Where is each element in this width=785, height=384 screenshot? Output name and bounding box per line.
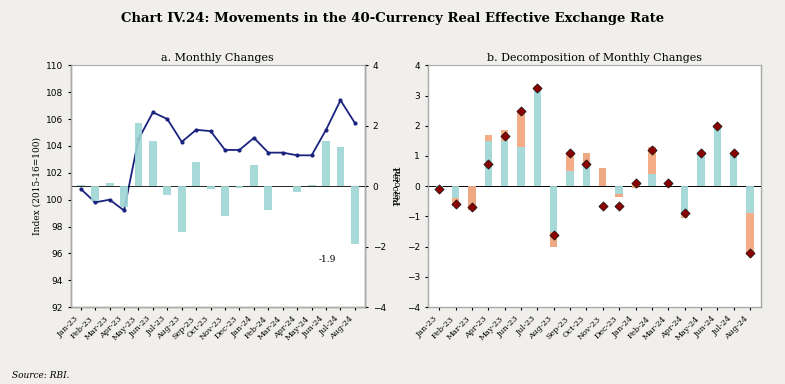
Change in REER — [630, 180, 642, 186]
Change in REER — [482, 161, 495, 167]
Change in REER — [662, 180, 674, 186]
Bar — [648, 147, 655, 174]
Bar — [517, 111, 524, 147]
Bar — [149, 141, 157, 186]
Bar — [730, 153, 737, 186]
Change in REER — [531, 85, 544, 91]
Change in REER — [466, 204, 478, 210]
Bar — [697, 153, 705, 186]
Change in REER — [678, 210, 691, 217]
Bar — [77, 185, 85, 186]
Bar — [134, 123, 142, 186]
Bar — [501, 141, 509, 186]
Title: a. Monthly Changes: a. Monthly Changes — [162, 53, 274, 63]
Bar — [582, 153, 590, 186]
Change in REER — [613, 203, 626, 209]
Bar — [648, 174, 655, 186]
Bar — [337, 147, 345, 186]
Bar — [484, 135, 492, 141]
Bar — [714, 126, 721, 127]
Bar — [120, 186, 128, 207]
Text: -1.9: -1.9 — [319, 255, 336, 264]
Bar — [265, 186, 272, 210]
Bar — [599, 168, 607, 186]
Bar — [469, 186, 476, 210]
Bar — [351, 186, 359, 244]
Bar — [501, 130, 509, 141]
Bar — [632, 186, 639, 188]
Bar — [163, 186, 171, 195]
Bar — [436, 188, 443, 189]
Bar — [192, 162, 200, 186]
Y-axis label: Index (2015-16=100): Index (2015-16=100) — [33, 137, 42, 235]
Bar — [322, 141, 330, 186]
Bar — [534, 89, 541, 186]
Y-axis label: Per cent: Per cent — [394, 167, 403, 205]
Bar — [294, 186, 301, 192]
Bar — [550, 232, 557, 247]
Bar — [484, 141, 492, 186]
Bar — [106, 183, 114, 186]
Change in REER — [515, 108, 528, 114]
Bar — [615, 186, 623, 197]
Bar — [250, 165, 258, 186]
Bar — [582, 153, 590, 162]
Change in REER — [695, 150, 707, 156]
Bar — [452, 186, 459, 198]
Change in REER — [743, 250, 756, 256]
Bar — [599, 168, 607, 186]
Bar — [681, 186, 688, 218]
Change in REER — [711, 123, 724, 129]
Bar — [747, 214, 754, 253]
Bar — [91, 186, 99, 201]
Bar — [665, 183, 672, 186]
Text: Chart IV.24: Movements in the 40-Currency Real Effective Exchange Rate: Chart IV.24: Movements in the 40-Currenc… — [121, 12, 664, 25]
Bar — [615, 194, 623, 197]
Bar — [567, 171, 574, 186]
Change in REER — [449, 201, 462, 207]
Bar — [236, 186, 243, 188]
Change in REER — [433, 186, 446, 192]
Change in REER — [564, 150, 576, 156]
Change in REER — [498, 133, 511, 139]
Bar — [747, 186, 754, 214]
Change in REER — [580, 161, 593, 167]
Bar — [206, 186, 214, 189]
Title: b. Decomposition of Monthly Changes: b. Decomposition of Monthly Changes — [487, 53, 702, 63]
Bar — [714, 127, 721, 186]
Bar — [534, 86, 541, 89]
Change in REER — [645, 147, 658, 153]
Change in REER — [728, 150, 740, 156]
Bar — [681, 214, 688, 218]
Change in REER — [597, 203, 609, 209]
Bar — [632, 183, 639, 188]
Bar — [550, 186, 557, 247]
Text: Source: RBI.: Source: RBI. — [12, 371, 69, 380]
Change in REER — [547, 232, 560, 238]
Bar — [567, 153, 574, 171]
Bar — [517, 147, 524, 186]
Bar — [221, 186, 229, 217]
Bar — [436, 186, 443, 188]
Y-axis label: Per cent: Per cent — [390, 167, 399, 205]
Bar — [469, 186, 476, 210]
Bar — [177, 186, 186, 232]
Bar — [452, 198, 459, 206]
Bar — [308, 185, 316, 186]
